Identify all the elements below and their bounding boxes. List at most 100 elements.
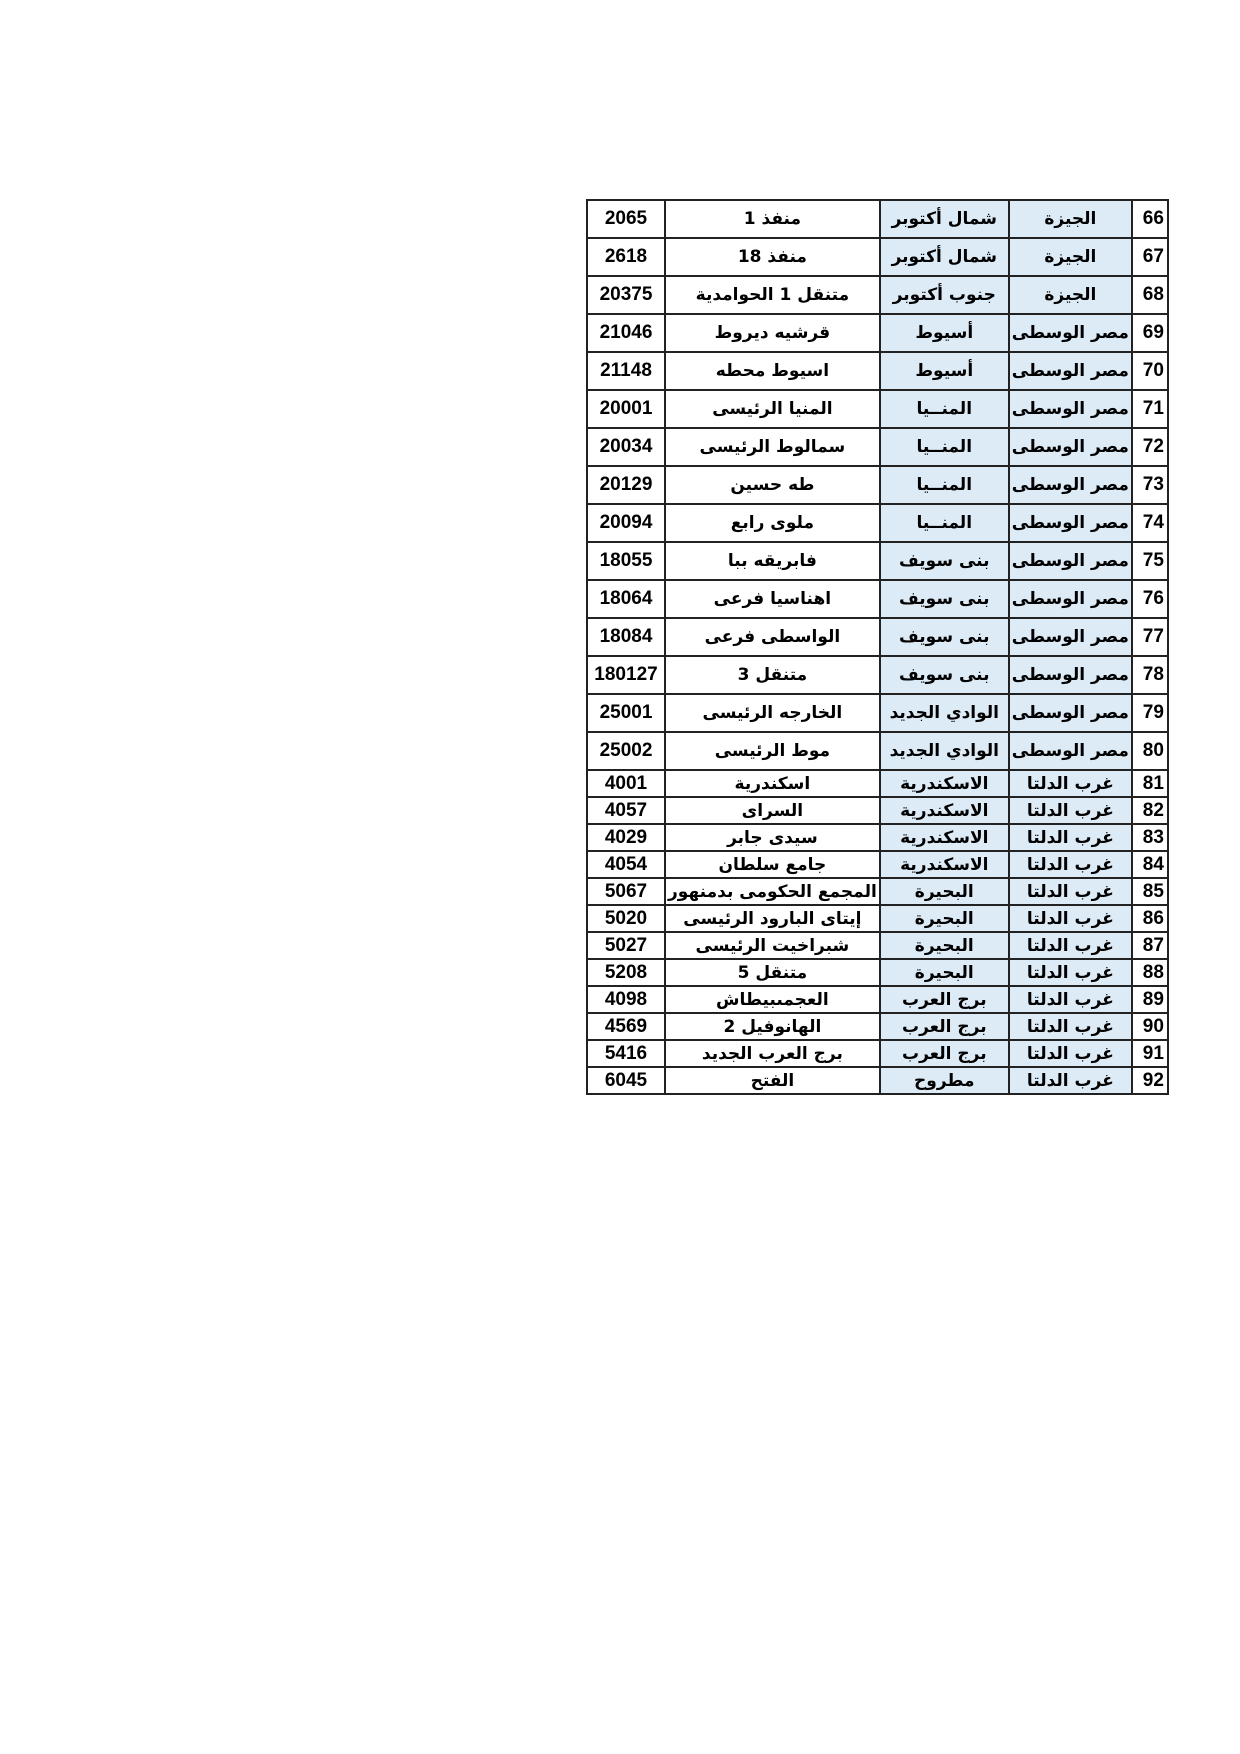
region-cell: مصر الوسطى (1007, 465, 1133, 505)
governorate-cell: أسيوط (878, 351, 1010, 391)
governorate-cell: شمال أكتوبر (878, 237, 1010, 277)
governorate-cell: البحيرة (878, 931, 1010, 960)
table-row: 87 غرب الدلتا البحيرة شبراخيت الرئيسى 5027 (586, 931, 1169, 960)
governorate-cell: مطروح (878, 1066, 1010, 1095)
table-row: 71 مصر الوسطى المنــيا المنيا الرئيسى 20001 (586, 389, 1169, 429)
row-number-cell: 73 (1130, 465, 1169, 505)
region-cell: غرب الدلتا (1007, 796, 1133, 825)
outlet-code-cell: 25001 (586, 693, 666, 733)
outlet-name-cell: فابريقه ببا (664, 541, 881, 581)
outlet-code-cell: 18064 (586, 579, 666, 619)
governorate-cell: المنــيا (878, 389, 1010, 429)
table-row: 66 الجيزة شمال أكتوبر منفذ 1 2065 (586, 199, 1169, 239)
outlet-name-cell: شبراخيت الرئيسى (664, 931, 881, 960)
row-number-cell: 92 (1130, 1066, 1169, 1095)
outlet-name-cell: طه حسين (664, 465, 881, 505)
outlet-code-cell: 180127 (586, 655, 666, 695)
region-cell: مصر الوسطى (1007, 541, 1133, 581)
region-cell: غرب الدلتا (1007, 769, 1133, 798)
governorate-cell: الاسكندرية (878, 850, 1010, 879)
region-cell: مصر الوسطى (1007, 655, 1133, 695)
governorate-cell: الاسكندرية (878, 823, 1010, 852)
row-number-cell: 75 (1130, 541, 1169, 581)
governorate-cell: بنى سويف (878, 655, 1010, 695)
row-number-cell: 78 (1130, 655, 1169, 695)
row-number-cell: 71 (1130, 389, 1169, 429)
table-row: 88 غرب الدلتا البحيرة متنقل 5 5208 (586, 958, 1169, 987)
outlet-code-cell: 2618 (586, 237, 666, 277)
governorate-cell: بنى سويف (878, 579, 1010, 619)
governorate-cell: شمال أكتوبر (878, 199, 1010, 239)
governorate-cell: الاسكندرية (878, 796, 1010, 825)
row-number-cell: 89 (1130, 985, 1169, 1014)
region-cell: الجيزة (1007, 237, 1133, 277)
row-number-cell: 88 (1130, 958, 1169, 987)
table-row: 82 غرب الدلتا الاسكندرية السراى 4057 (586, 796, 1169, 825)
outlet-code-cell: 20034 (586, 427, 666, 467)
row-number-cell: 82 (1130, 796, 1169, 825)
region-cell: الجيزة (1007, 199, 1133, 239)
outlet-code-cell: 21046 (586, 313, 666, 353)
outlet-name-cell: السراى (664, 796, 881, 825)
row-number-cell: 74 (1130, 503, 1169, 543)
region-cell: غرب الدلتا (1007, 877, 1133, 906)
region-cell: مصر الوسطى (1007, 351, 1133, 391)
outlet-code-cell: 2065 (586, 199, 666, 239)
governorate-cell: بنى سويف (878, 541, 1010, 581)
outlet-name-cell: متنقل 1 الحوامدية (664, 275, 881, 315)
outlet-name-cell: منفذ 1 (664, 199, 881, 239)
outlet-code-cell: 20001 (586, 389, 666, 429)
governorate-cell: برج العرب (878, 1012, 1010, 1041)
outlets-table: 66 الجيزة شمال أكتوبر منفذ 1 2065 67 الجيزة شما… (586, 199, 1169, 1095)
outlet-code-cell: 4001 (586, 769, 666, 798)
outlet-name-cell: قرشيه ديروط (664, 313, 881, 353)
outlet-code-cell: 18084 (586, 617, 666, 657)
row-number-cell: 72 (1130, 427, 1169, 467)
governorate-cell: البحيرة (878, 877, 1010, 906)
outlet-code-cell: 5416 (586, 1039, 666, 1068)
outlet-code-cell: 4029 (586, 823, 666, 852)
governorate-cell: المنــيا (878, 427, 1010, 467)
row-number-cell: 79 (1130, 693, 1169, 733)
outlet-code-cell: 20375 (586, 275, 666, 315)
region-cell: غرب الدلتا (1007, 1039, 1133, 1068)
governorate-cell: البحيرة (878, 904, 1010, 933)
row-number-cell: 68 (1130, 275, 1169, 315)
row-number-cell: 91 (1130, 1039, 1169, 1068)
outlet-name-cell: برج العرب الجديد (664, 1039, 881, 1068)
table-row: 85 غرب الدلتا البحيرة المجمع الحكومى بدمنهو… (586, 877, 1169, 906)
outlet-name-cell: منفذ 18 (664, 237, 881, 277)
outlet-name-cell: الهانوفيل 2 (664, 1012, 881, 1041)
outlet-name-cell: سيدى جابر (664, 823, 881, 852)
row-number-cell: 77 (1130, 617, 1169, 657)
outlet-code-cell: 20129 (586, 465, 666, 505)
governorate-cell: بنى سويف (878, 617, 1010, 657)
governorate-cell: المنــيا (878, 503, 1010, 543)
region-cell: غرب الدلتا (1007, 1012, 1133, 1041)
outlet-code-cell: 5020 (586, 904, 666, 933)
table-row: 83 غرب الدلتا الاسكندرية سيدى جابر 4029 (586, 823, 1169, 852)
table-row: 70 مصر الوسطى أسيوط اسيوط محطه 21148 (586, 351, 1169, 391)
outlet-name-cell: موط الرئيسى (664, 731, 881, 771)
table-row: 72 مصر الوسطى المنــيا سمالوط الرئيسى 20034 (586, 427, 1169, 467)
row-number-cell: 66 (1130, 199, 1169, 239)
row-number-cell: 85 (1130, 877, 1169, 906)
region-cell: غرب الدلتا (1007, 904, 1133, 933)
row-number-cell: 86 (1130, 904, 1169, 933)
table-row: 79 مصر الوسطى الوادي الجديد الخارجه الرئيسى… (586, 693, 1169, 733)
table-row: 77 مصر الوسطى بنى سويف الواسطى فرعى 18084 (586, 617, 1169, 657)
outlet-code-cell: 4569 (586, 1012, 666, 1041)
governorate-cell: جنوب أكتوبر (878, 275, 1010, 315)
region-cell: غرب الدلتا (1007, 985, 1133, 1014)
governorate-cell: الوادي الجديد (878, 731, 1010, 771)
region-cell: مصر الوسطى (1007, 389, 1133, 429)
region-cell: غرب الدلتا (1007, 1066, 1133, 1095)
region-cell: مصر الوسطى (1007, 731, 1133, 771)
outlet-name-cell: سمالوط الرئيسى (664, 427, 881, 467)
table-row: 89 غرب الدلتا برج العرب العجمىبيطاش 4098 (586, 985, 1169, 1014)
outlet-code-cell: 4057 (586, 796, 666, 825)
outlet-code-cell: 4054 (586, 850, 666, 879)
table-row: 73 مصر الوسطى المنــيا طه حسين 20129 (586, 465, 1169, 505)
outlet-code-cell: 21148 (586, 351, 666, 391)
outlet-name-cell: ملوى رابع (664, 503, 881, 543)
